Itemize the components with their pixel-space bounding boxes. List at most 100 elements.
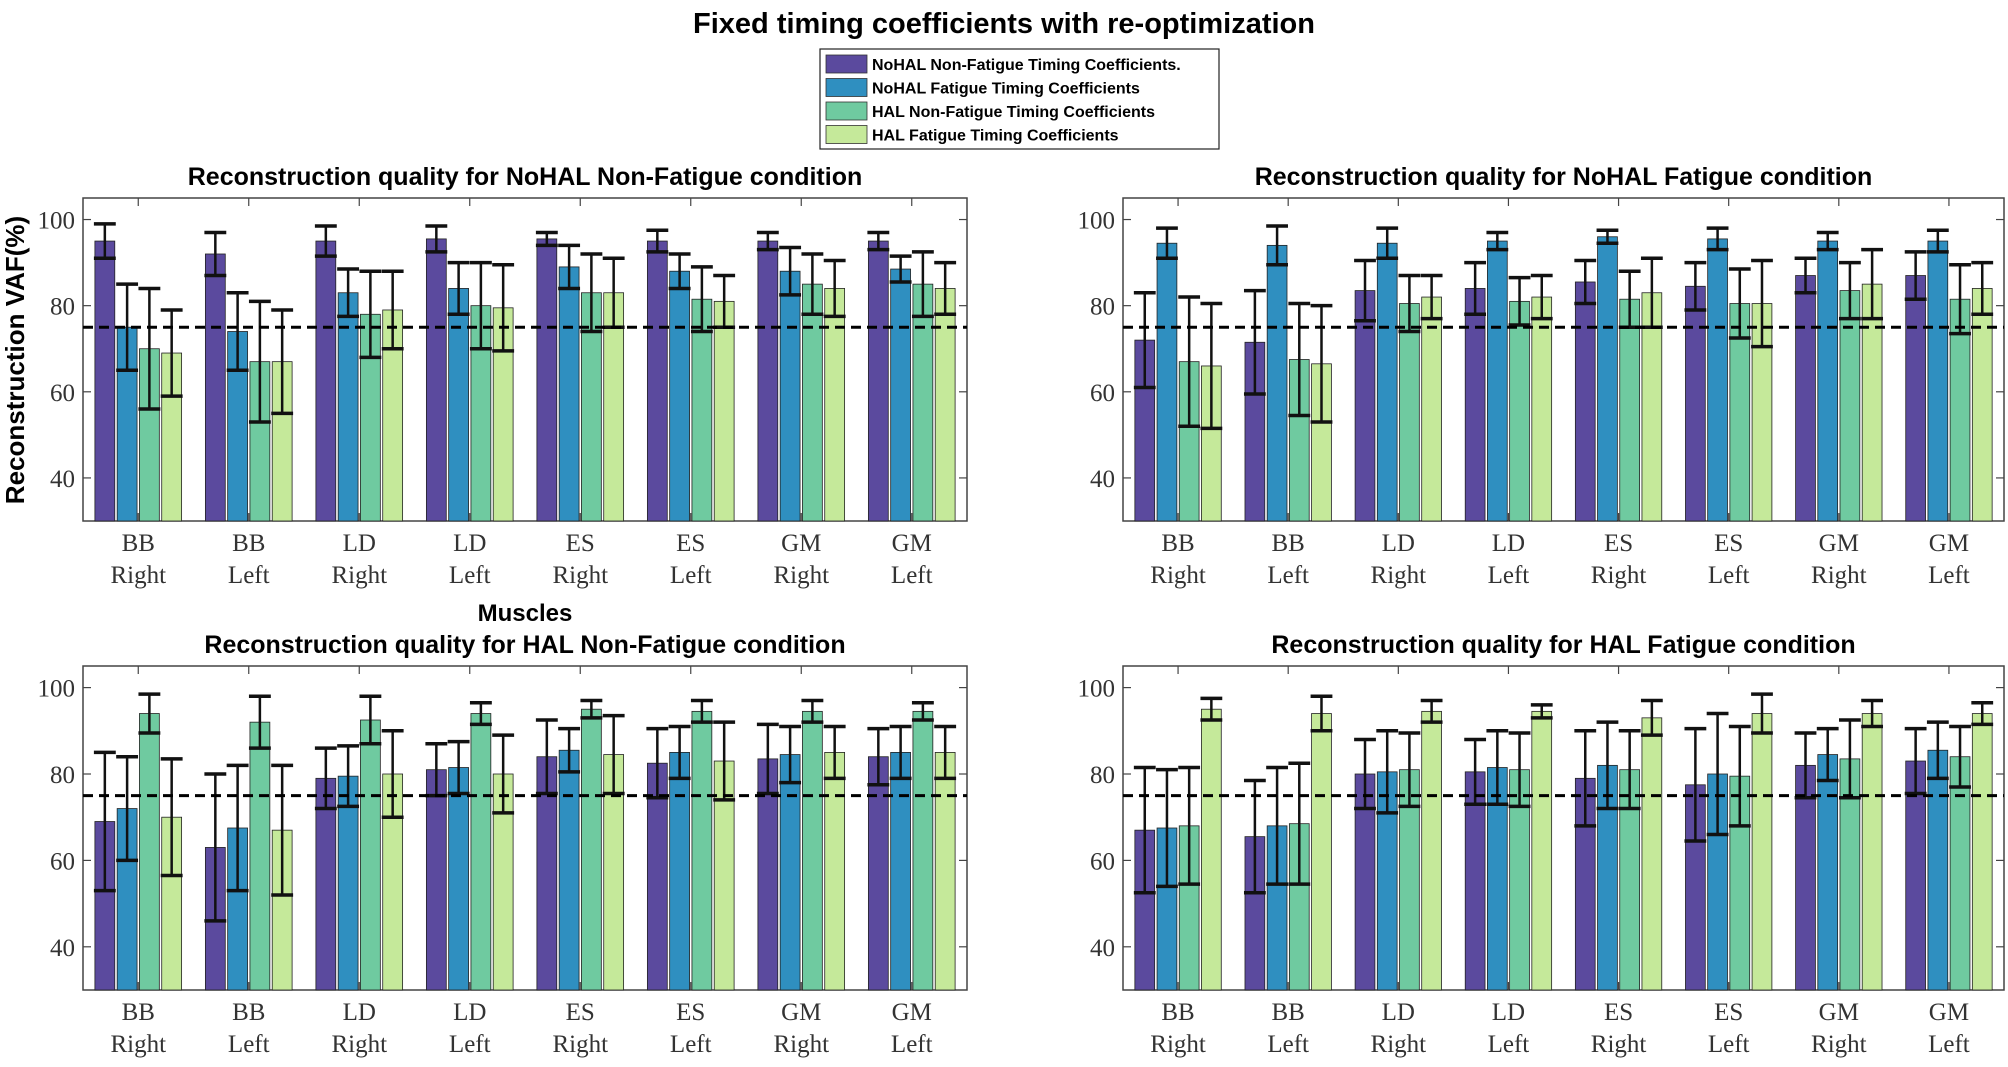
- panel-title: Reconstruction quality for HAL Non-Fatig…: [204, 631, 845, 659]
- x-tick-label: Right: [1371, 562, 1427, 589]
- bar: [1685, 285, 1706, 522]
- x-tick-label: ES: [1714, 999, 1743, 1026]
- x-tick-label: Right: [110, 562, 166, 589]
- x-tick-label: GM: [892, 999, 932, 1026]
- bar: [1817, 754, 1839, 991]
- y-tick-label: 100: [38, 676, 76, 703]
- x-tick-label: BB: [1272, 999, 1305, 1026]
- bar: [249, 721, 271, 991]
- x-tick-label: Right: [1591, 1031, 1647, 1058]
- x-tick-label: ES: [1604, 530, 1633, 557]
- bar: [1861, 713, 1883, 991]
- x-tick-label: Right: [773, 562, 829, 589]
- bar: [581, 708, 602, 991]
- y-tick-label: 80: [1090, 294, 1115, 321]
- bar: [802, 283, 823, 522]
- bar: [1927, 240, 1949, 522]
- x-tick-label: Left: [449, 562, 491, 589]
- bar: [757, 240, 779, 522]
- bar: [1354, 290, 1376, 522]
- bar: [204, 253, 226, 522]
- x-tick-label: ES: [566, 530, 595, 557]
- bar: [337, 775, 359, 991]
- y-tick-label: 100: [38, 208, 76, 235]
- legend-swatch: [825, 54, 868, 74]
- bar: [802, 710, 823, 991]
- bar: [1421, 296, 1442, 522]
- x-tick-label: Right: [552, 562, 608, 589]
- bar: [1574, 281, 1596, 522]
- bar: [890, 752, 911, 991]
- x-tick-label: LD: [1492, 999, 1525, 1026]
- x-tick-label: Right: [331, 1031, 387, 1058]
- panel-title: Reconstruction quality for NoHAL Fatigue…: [1255, 163, 1873, 191]
- bar: [425, 769, 447, 991]
- bar: [1266, 244, 1288, 522]
- bar: [536, 238, 558, 522]
- bar: [1817, 240, 1839, 522]
- bar: [1949, 756, 1971, 991]
- figure-title: Fixed timing coefficients with re-optimi…: [693, 8, 1315, 40]
- panel-4: Reconstruction quality for HAL Fatigue c…: [1078, 631, 2005, 1058]
- bar: [1464, 288, 1486, 522]
- x-tick-label: GM: [892, 530, 932, 557]
- bar: [824, 288, 846, 522]
- bar: [912, 710, 934, 991]
- bar: [470, 713, 492, 991]
- x-tick-label: BB: [1161, 530, 1194, 557]
- panel-2: Reconstruction quality for NoHAL Fatigue…: [1078, 163, 2005, 589]
- x-tick-label: Right: [110, 1031, 166, 1058]
- x-tick-label: ES: [676, 530, 705, 557]
- bar: [779, 754, 801, 991]
- bar: [448, 767, 469, 991]
- bar: [1487, 240, 1508, 522]
- bar: [934, 752, 956, 991]
- bar: [558, 749, 580, 991]
- bar: [360, 719, 381, 991]
- bar: [1421, 710, 1442, 991]
- x-tick-label: BB: [232, 530, 265, 557]
- legend-label: NoHAL Non-Fatigue Timing Coefficients.: [872, 57, 1181, 74]
- x-tick-label: BB: [1161, 999, 1194, 1026]
- bar: [912, 283, 934, 522]
- y-tick-label: 40: [1090, 466, 1115, 493]
- x-tick-label: Right: [1371, 1031, 1427, 1058]
- bar: [1597, 236, 1618, 522]
- x-tick-label: Right: [552, 1031, 608, 1058]
- x-tick-label: Left: [1708, 562, 1750, 589]
- x-tick-label: Left: [1267, 562, 1309, 589]
- bar: [1376, 242, 1398, 522]
- bar: [425, 238, 447, 522]
- bar: [934, 288, 956, 522]
- y-tick-label: 80: [50, 294, 75, 321]
- y-axis-label: Reconstruction VAF(%): [0, 216, 30, 504]
- x-tick-label: ES: [566, 999, 595, 1026]
- bar: [1641, 717, 1663, 991]
- legend-label: HAL Non-Fatigue Timing Coefficients: [872, 104, 1155, 121]
- x-tick-label: LD: [1382, 999, 1415, 1026]
- panel-title: Reconstruction quality for HAL Fatigue c…: [1271, 631, 1855, 659]
- bar: [1839, 290, 1861, 522]
- y-tick-label: 40: [1090, 935, 1115, 962]
- x-tick-label: Right: [1811, 1031, 1867, 1058]
- x-tick-label: Left: [891, 562, 933, 589]
- x-tick-label: GM: [1819, 530, 1859, 557]
- bar: [1531, 710, 1553, 991]
- bar: [1311, 713, 1332, 991]
- y-tick-label: 60: [1090, 380, 1115, 407]
- bar: [448, 288, 469, 522]
- x-tick-label: BB: [122, 999, 155, 1026]
- x-tick-label: Left: [1928, 1031, 1970, 1058]
- bar: [867, 240, 889, 522]
- x-tick-label: Left: [449, 1031, 491, 1058]
- x-tick-label: Left: [1488, 1031, 1530, 1058]
- x-tick-label: Left: [670, 1031, 712, 1058]
- x-tick-label: LD: [453, 999, 486, 1026]
- panel-3: Reconstruction quality for HAL Non-Fatig…: [38, 631, 968, 1058]
- bar: [646, 240, 668, 522]
- bar: [867, 756, 889, 991]
- x-tick-label: Left: [1708, 1031, 1750, 1058]
- y-tick-label: 40: [50, 935, 75, 962]
- y-tick-label: 60: [50, 380, 75, 407]
- x-tick-label: Left: [670, 562, 712, 589]
